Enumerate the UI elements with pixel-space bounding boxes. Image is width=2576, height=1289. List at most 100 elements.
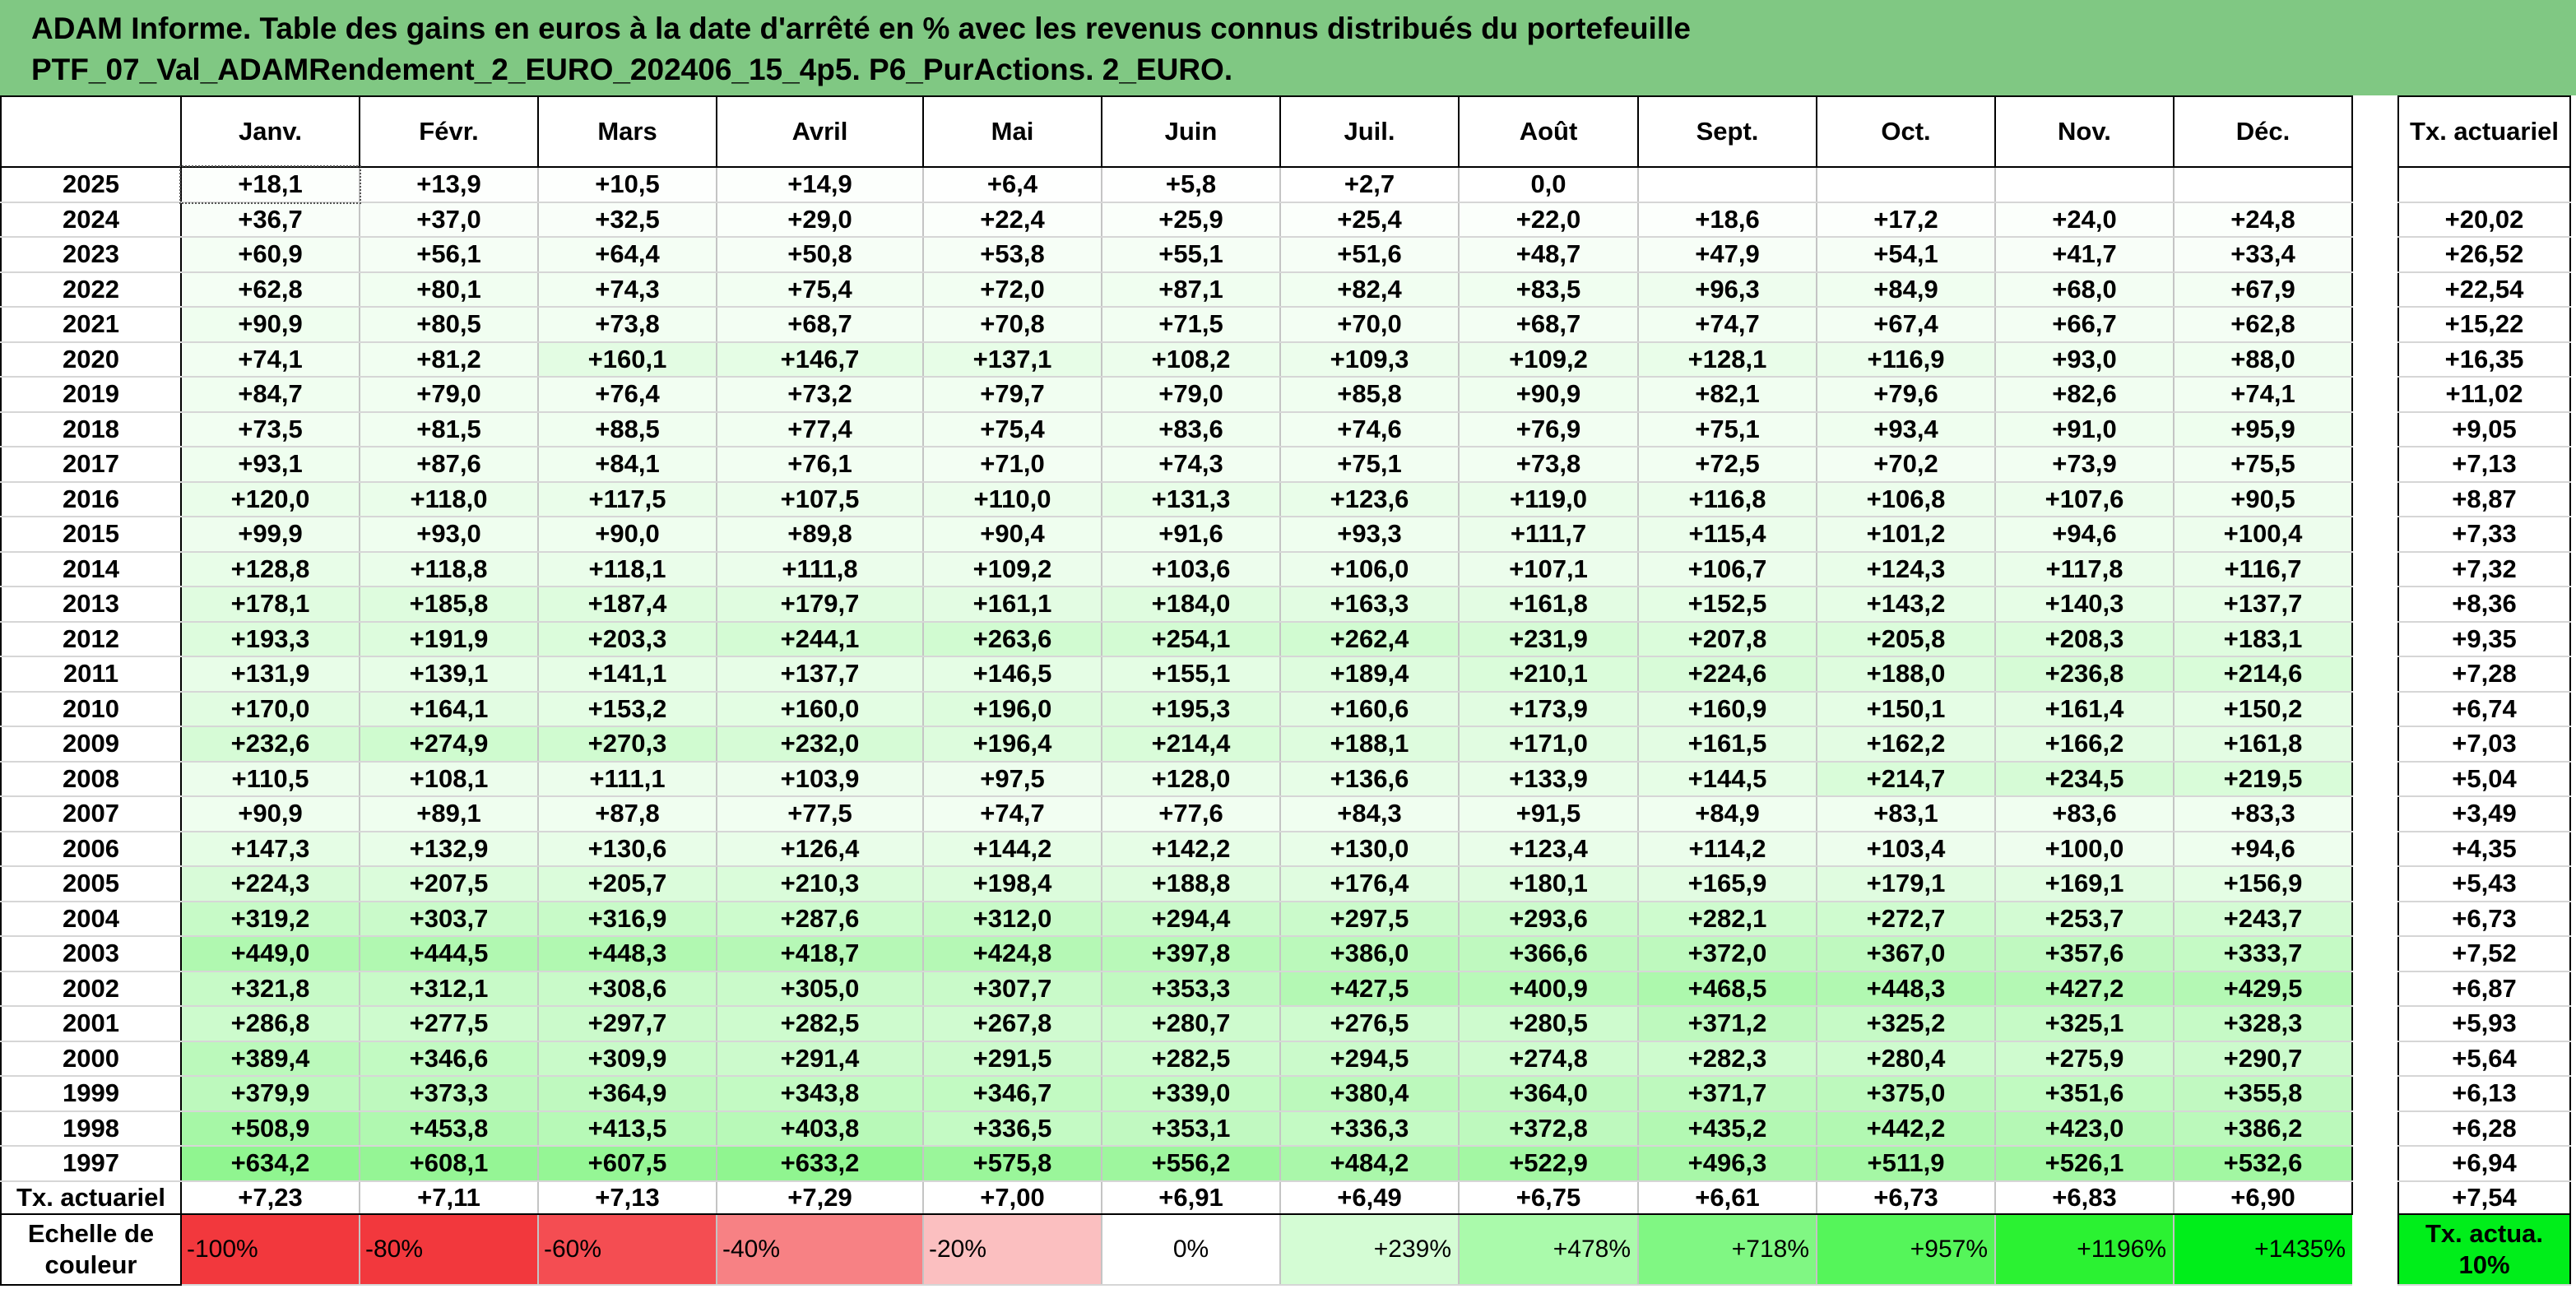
year-cell: 2013 bbox=[0, 587, 182, 623]
rate-row: +5,04 bbox=[2397, 761, 2571, 797]
value-cell: +67,9 bbox=[2173, 271, 2353, 308]
value-cell: +325,2 bbox=[1816, 1006, 1995, 1042]
value-cell: +115,4 bbox=[1637, 517, 1817, 553]
value-cell: +74,7 bbox=[922, 796, 1102, 832]
value-cell: +24,0 bbox=[1994, 202, 2174, 238]
table-row: 2000 +389,4 +346,6 +309,9 +291,4 +291,5 +282,5… bbox=[0, 1041, 2353, 1077]
value-cell: +18,6 bbox=[1637, 202, 1817, 238]
total-rate-cell: +6,75 bbox=[1458, 1180, 1638, 1215]
value-cell: +75,1 bbox=[1637, 411, 1817, 447]
rate-cell: +5,64 bbox=[2397, 1041, 2571, 1077]
value-cell: +196,0 bbox=[922, 691, 1102, 727]
value-cell: +33,4 bbox=[2173, 237, 2353, 273]
rate-cell: +8,36 bbox=[2397, 587, 2571, 623]
value-cell: +189,4 bbox=[1279, 656, 1459, 693]
value-cell: +427,5 bbox=[1279, 971, 1459, 1007]
value-cell: +293,6 bbox=[1458, 901, 1638, 937]
value-cell: +423,0 bbox=[1994, 1110, 2174, 1147]
value-cell: +85,8 bbox=[1279, 377, 1459, 413]
value-cell: +94,6 bbox=[1994, 517, 2174, 553]
value-cell: +70,8 bbox=[922, 307, 1102, 343]
value-cell: +144,5 bbox=[1637, 761, 1817, 797]
rate-row: +6,73 bbox=[2397, 901, 2571, 937]
value-cell: +89,8 bbox=[716, 517, 923, 553]
color-scale-swatch: +957% bbox=[1816, 1212, 1995, 1286]
value-cell: +243,7 bbox=[2173, 901, 2353, 937]
rate-scale-swatch: Tx. actua. 10% bbox=[2397, 1212, 2571, 1286]
value-cell: +118,1 bbox=[537, 551, 717, 587]
value-cell: +161,1 bbox=[922, 587, 1102, 623]
rate-row: +5,93 bbox=[2397, 1006, 2571, 1042]
value-cell: +282,1 bbox=[1637, 901, 1817, 937]
value-cell: +152,5 bbox=[1637, 587, 1817, 623]
year-cell: 2005 bbox=[0, 866, 182, 902]
value-cell: +93,0 bbox=[359, 517, 538, 553]
value-cell: +435,2 bbox=[1637, 1110, 1817, 1147]
value-cell: +62,8 bbox=[180, 271, 360, 308]
value-cell: +114,2 bbox=[1637, 831, 1817, 867]
table-row: 2011 +131,9 +139,1 +141,1 +137,7 +146,5 +155,1… bbox=[0, 656, 2353, 693]
value-cell: +83,6 bbox=[1994, 796, 2174, 832]
rate-row: +11,02 bbox=[2397, 377, 2571, 413]
value-cell: +413,5 bbox=[537, 1110, 717, 1147]
value-cell: +81,5 bbox=[359, 411, 538, 447]
value-cell: +75,1 bbox=[1279, 447, 1459, 483]
table-row: 2021 +90,9 +80,5 +73,8 +68,7 +70,8 +71,5 +70,0 +… bbox=[0, 307, 2353, 343]
value-cell: +100,0 bbox=[1994, 831, 2174, 867]
value-cell: +364,0 bbox=[1458, 1076, 1638, 1112]
value-cell: +270,3 bbox=[537, 726, 717, 763]
year-cell: 2000 bbox=[0, 1041, 182, 1077]
value-cell: +185,8 bbox=[359, 587, 538, 623]
value-cell: +143,2 bbox=[1816, 587, 1995, 623]
value-cell: +146,5 bbox=[922, 656, 1102, 693]
value-cell: +107,1 bbox=[1458, 551, 1638, 587]
value-cell: +234,5 bbox=[1994, 761, 2174, 797]
value-cell: +418,7 bbox=[716, 936, 923, 972]
value-cell: +6,4 bbox=[922, 167, 1102, 203]
value-cell: +280,5 bbox=[1458, 1006, 1638, 1042]
value-cell: +448,3 bbox=[537, 936, 717, 972]
value-cell: +291,4 bbox=[716, 1041, 923, 1077]
value-cell: +231,9 bbox=[1458, 621, 1638, 657]
value-cell: +136,6 bbox=[1279, 761, 1459, 797]
value-cell: +73,2 bbox=[716, 377, 923, 413]
value-cell bbox=[1637, 167, 1817, 203]
year-cell: 2011 bbox=[0, 656, 182, 693]
value-cell: +24,8 bbox=[2173, 202, 2353, 238]
value-cell: +153,2 bbox=[537, 691, 717, 727]
value-cell: +55,1 bbox=[1101, 237, 1280, 273]
value-cell: +90,4 bbox=[922, 517, 1102, 553]
value-cell: +84,9 bbox=[1816, 271, 1995, 308]
value-cell: +144,2 bbox=[922, 831, 1102, 867]
table-row: 2008 +110,5 +108,1 +111,1 +103,9 +97,5 +128,0 +… bbox=[0, 761, 2353, 797]
rate-row: +7,03 bbox=[2397, 726, 2571, 763]
value-cell: +107,5 bbox=[716, 481, 923, 517]
value-cell: +511,9 bbox=[1816, 1146, 1995, 1182]
table-row: 2016 +120,0 +118,0 +117,5 +107,5 +110,0 +131,3… bbox=[0, 481, 2353, 517]
value-cell: +170,0 bbox=[180, 691, 360, 727]
rate-row: +7,28 bbox=[2397, 656, 2571, 693]
year-cell: 2019 bbox=[0, 377, 182, 413]
value-cell: +103,9 bbox=[716, 761, 923, 797]
value-cell: +128,8 bbox=[180, 551, 360, 587]
value-cell: +79,7 bbox=[922, 377, 1102, 413]
value-cell: +116,9 bbox=[1816, 341, 1995, 378]
value-cell: +346,7 bbox=[922, 1076, 1102, 1112]
rate-row: +22,54 bbox=[2397, 271, 2571, 308]
value-cell: +309,9 bbox=[537, 1041, 717, 1077]
value-cell: +82,6 bbox=[1994, 377, 2174, 413]
month-header: Janv. bbox=[180, 95, 360, 168]
rate-row: +6,74 bbox=[2397, 691, 2571, 727]
color-scale-swatch: -100% bbox=[180, 1212, 360, 1286]
value-cell: +60,9 bbox=[180, 237, 360, 273]
value-cell: +48,7 bbox=[1458, 237, 1638, 273]
value-cell: +522,9 bbox=[1458, 1146, 1638, 1182]
value-cell: +75,4 bbox=[716, 271, 923, 308]
value-cell: +111,1 bbox=[537, 761, 717, 797]
year-cell: 2002 bbox=[0, 971, 182, 1007]
value-cell: +155,1 bbox=[1101, 656, 1280, 693]
value-cell: +160,6 bbox=[1279, 691, 1459, 727]
value-cell: +131,9 bbox=[180, 656, 360, 693]
value-cell: +109,2 bbox=[922, 551, 1102, 587]
value-cell: +286,8 bbox=[180, 1006, 360, 1042]
